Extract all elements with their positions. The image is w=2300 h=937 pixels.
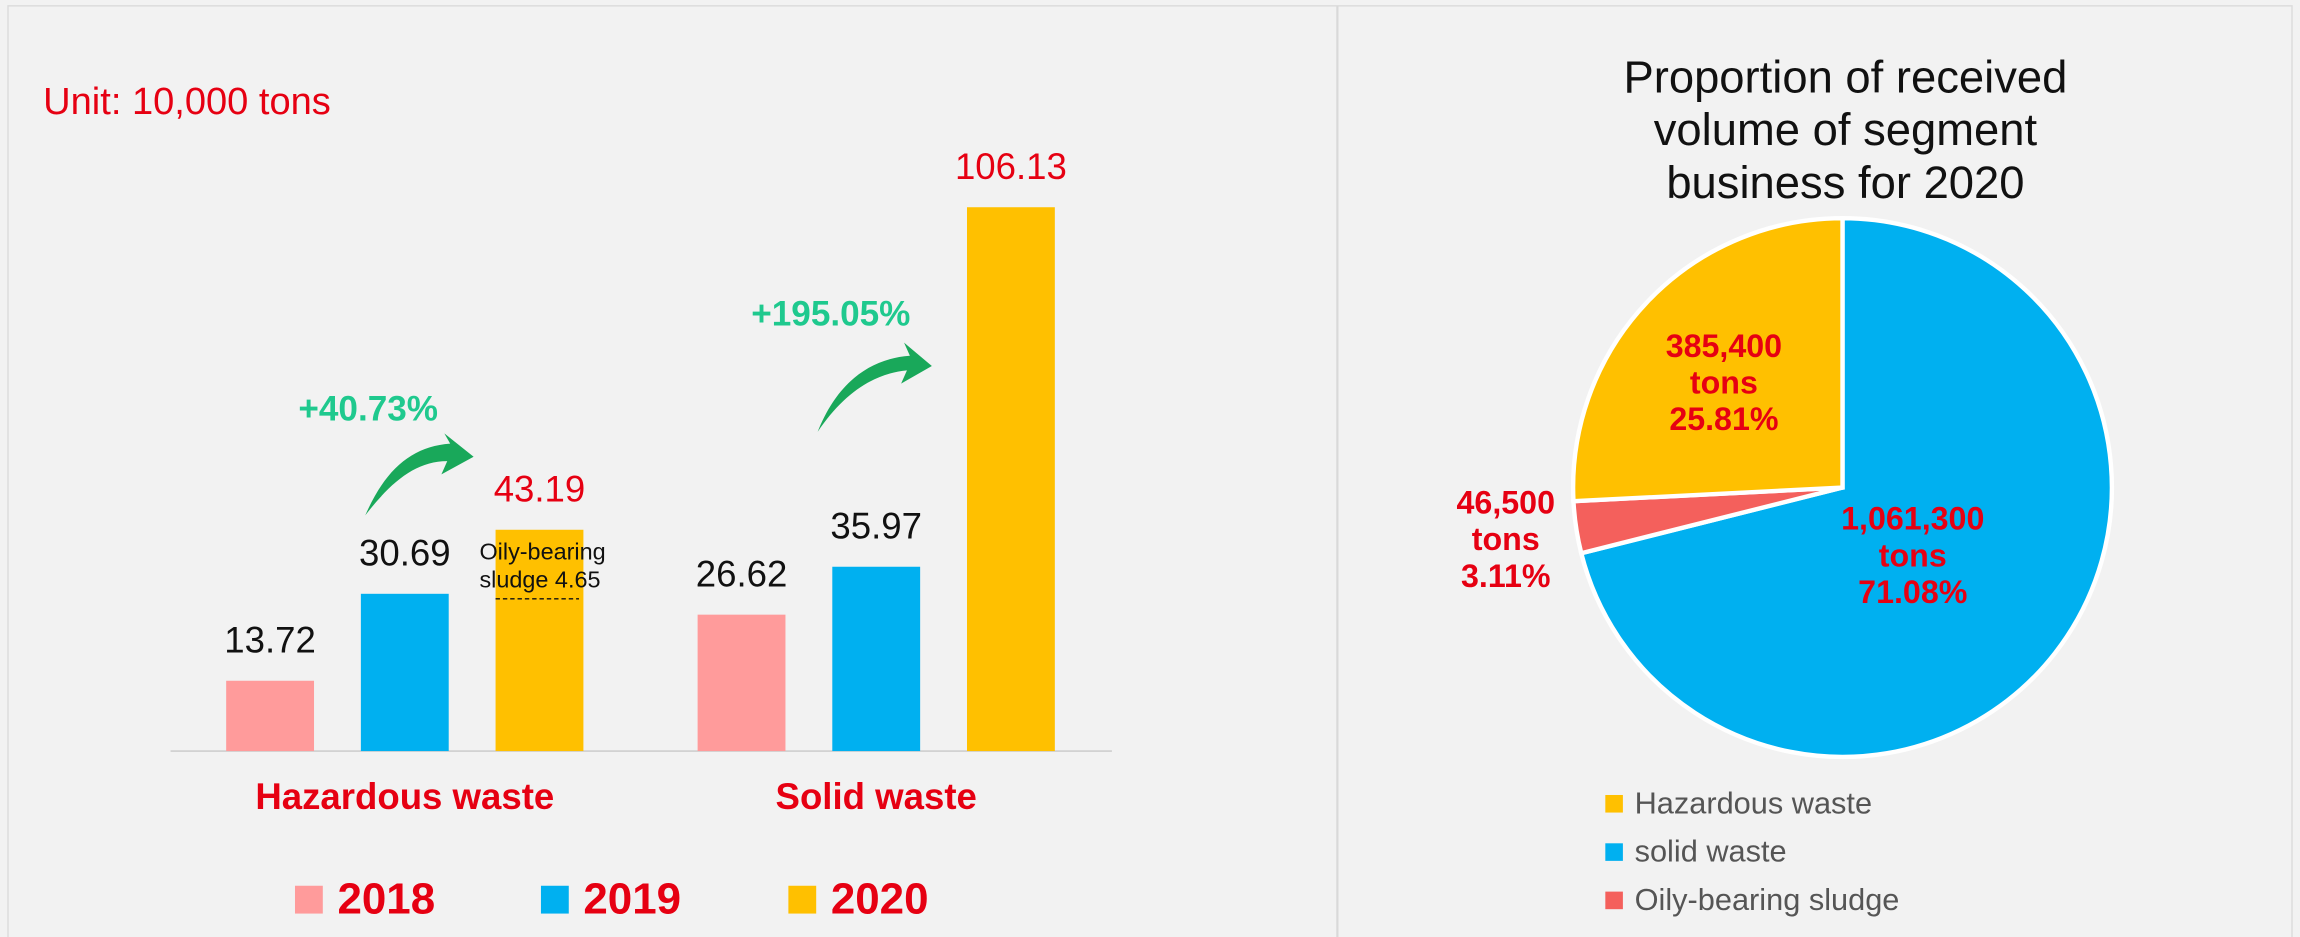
chart-title: Proportion of received: [1623, 52, 2067, 103]
legend-swatch: [1605, 794, 1623, 813]
value-label: 25.81%: [1669, 401, 1778, 437]
legend-swatch: [294, 885, 323, 914]
x-tick-label: Solid waste: [776, 776, 977, 817]
annotation: Unit: 10,000 tons: [43, 81, 331, 123]
x-tick-label: Hazardous waste: [255, 776, 554, 817]
annotation: +40.73%: [298, 390, 438, 429]
legend-label: solid waste: [1635, 834, 1787, 869]
chart-title: volume of segment: [1654, 104, 2038, 155]
value-label: tons: [1690, 365, 1758, 401]
bar: [966, 207, 1055, 752]
bar: [832, 566, 921, 752]
value-label: 71.08%: [1858, 574, 1967, 610]
legend-swatch: [1605, 891, 1623, 910]
value-label: 3.11%: [1461, 558, 1551, 594]
value-label: 26.62: [696, 553, 788, 594]
growth-arrow: [365, 433, 474, 516]
pie-slice: [1570, 215, 1845, 504]
bar: [226, 680, 315, 752]
bar: [697, 614, 786, 752]
value-label: 46,500: [1457, 485, 1555, 521]
chart-title: business for 2020: [1666, 157, 2024, 208]
pie-slice: [1578, 215, 2115, 760]
value-label: 43.19: [494, 468, 586, 509]
legend-swatch: [1605, 843, 1623, 861]
legend-label: Oily-bearing sludge: [1635, 882, 1900, 917]
note: sludge 4.65: [479, 566, 600, 592]
bar: [360, 593, 449, 752]
value-label: 106.13: [955, 146, 1067, 187]
legend-label: 2018: [337, 874, 435, 923]
value-label: 13.72: [224, 619, 316, 660]
bar: [495, 529, 584, 752]
annotation: +195.05%: [751, 295, 910, 334]
legend-swatch: [540, 885, 569, 914]
note: Oily-bearing: [479, 539, 605, 565]
value-label: 30.69: [359, 532, 451, 573]
value-label: 35.97: [830, 505, 922, 546]
legend-label: 2020: [831, 874, 929, 923]
value-label: tons: [1472, 521, 1540, 557]
legend-label: Hazardous waste: [1635, 785, 1872, 820]
legend-swatch: [788, 885, 817, 914]
growth-arrow: [817, 342, 932, 432]
frame: [7, 5, 2293, 937]
value-label: 385,400: [1666, 328, 1782, 364]
legend-label: 2019: [583, 874, 681, 923]
value-label: tons: [1879, 537, 1947, 573]
value-label: 1,061,300: [1841, 501, 1984, 537]
